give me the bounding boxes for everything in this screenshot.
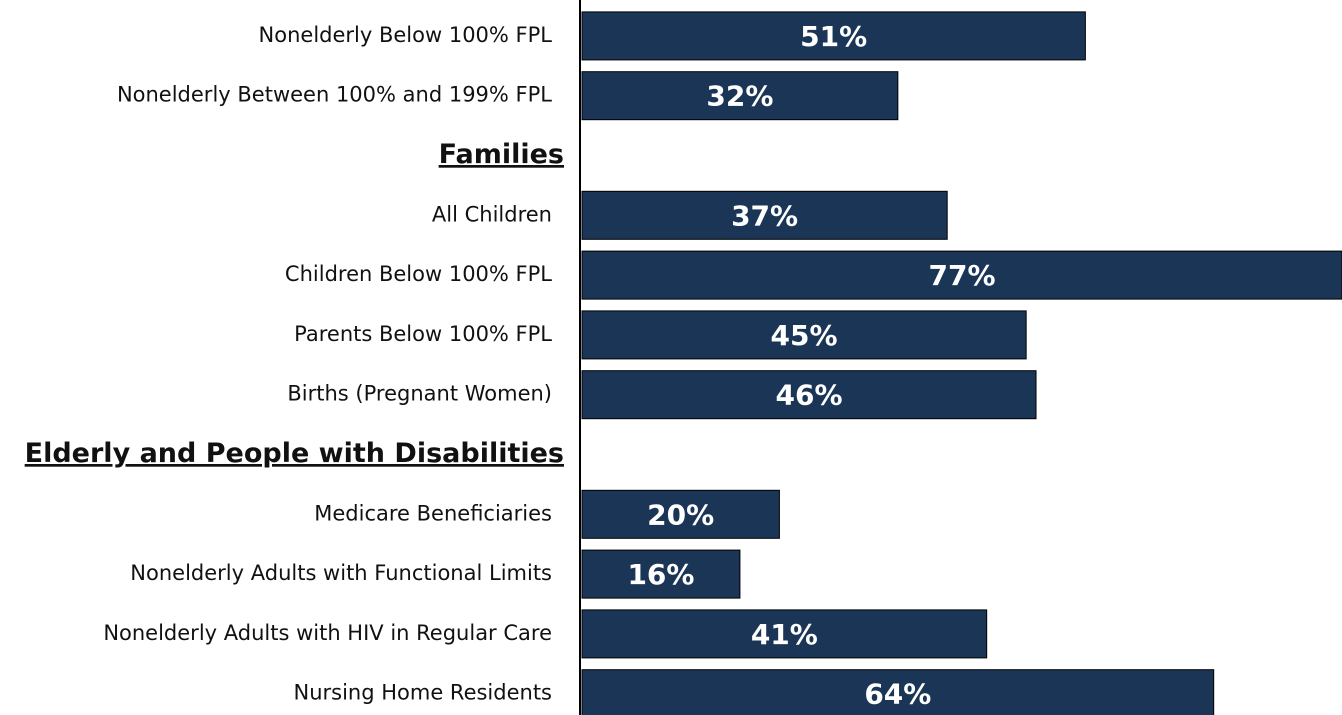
- bar: [581, 370, 1037, 420]
- bar: [581, 310, 1027, 360]
- section-header: Families: [439, 139, 564, 170]
- bar: [581, 71, 899, 121]
- category-label: Nonelderly Adults with Functional Limits: [130, 561, 552, 585]
- data-label: 77%: [928, 259, 995, 292]
- data-label: 32%: [706, 80, 773, 113]
- data-label: 46%: [775, 379, 842, 412]
- category-label: Medicare Beneficiaries: [314, 501, 552, 525]
- bar: [581, 11, 1086, 61]
- bar: [581, 489, 780, 539]
- category-label: Nursing Home Residents: [293, 681, 552, 705]
- category-label: Nonelderly Below 100% FPL: [259, 23, 553, 47]
- category-label: All Children: [432, 202, 552, 226]
- data-label: 41%: [751, 618, 818, 651]
- section-header: Elderly and People with Disabilities: [25, 438, 564, 469]
- bar: [581, 549, 741, 599]
- bar: [581, 609, 988, 659]
- category-label: Parents Below 100% FPL: [294, 322, 552, 346]
- data-label: 45%: [771, 319, 838, 352]
- bar: [581, 250, 1342, 300]
- category-label: Births (Pregnant Women): [287, 382, 552, 406]
- data-label: 64%: [864, 678, 931, 711]
- data-label: 37%: [731, 199, 798, 232]
- data-label: 51%: [800, 20, 867, 53]
- category-label: Nonelderly Adults with HIV in Regular Ca…: [103, 621, 552, 645]
- data-label: 16%: [627, 558, 694, 591]
- bar: [581, 669, 1215, 715]
- category-label: Children Below 100% FPL: [285, 262, 552, 286]
- category-label: Nonelderly Between 100% and 199% FPL: [117, 83, 552, 107]
- bar: [581, 190, 948, 240]
- data-label: 20%: [647, 498, 714, 531]
